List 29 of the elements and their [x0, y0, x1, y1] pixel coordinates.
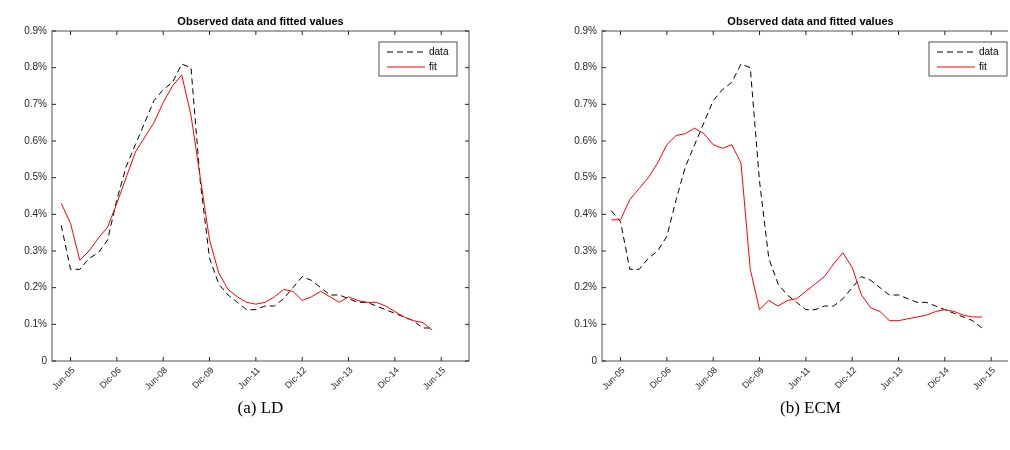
y-tick-label: 0	[591, 354, 598, 366]
line-series	[610, 127, 983, 322]
y-tick-label: 0.4%	[24, 207, 48, 219]
y-tick-label: 0.3%	[24, 244, 48, 256]
y-tick-label: 0.2%	[574, 281, 598, 293]
y-tick-label: 0.1%	[574, 317, 598, 329]
y-tick-label: 0.7%	[574, 97, 598, 109]
y-tick-label: 0.9%	[24, 24, 48, 36]
text: (b) ECM	[780, 398, 841, 417]
y-tick-label: 0.1%	[24, 317, 48, 329]
legend-label: data	[979, 45, 999, 57]
y-tick-label: 0.6%	[24, 134, 48, 146]
y-tick-label: 0.8%	[574, 61, 598, 73]
y-tick-label: 0.2%	[24, 281, 48, 293]
legend-label: fit	[979, 60, 987, 72]
y-tick-label: 0.7%	[24, 97, 48, 109]
y-tick-label: 0.5%	[24, 171, 48, 183]
y-tick-label: 0.4%	[574, 207, 598, 219]
chart-title: Observed data and fitted values	[177, 15, 344, 27]
legend-label: data	[429, 45, 449, 57]
y-tick-label: 0.8%	[24, 61, 48, 73]
text: (a) LD	[237, 398, 284, 417]
y-tick-label: 0.9%	[574, 24, 598, 36]
y-tick-label: 0.3%	[574, 244, 598, 256]
chart-title: Observed data and fitted values	[727, 15, 894, 27]
y-tick-label: 0.6%	[574, 134, 598, 146]
y-tick-label: 0	[41, 354, 48, 366]
y-tick-label: 0.5%	[574, 171, 598, 183]
legend-label: fit	[429, 60, 437, 72]
